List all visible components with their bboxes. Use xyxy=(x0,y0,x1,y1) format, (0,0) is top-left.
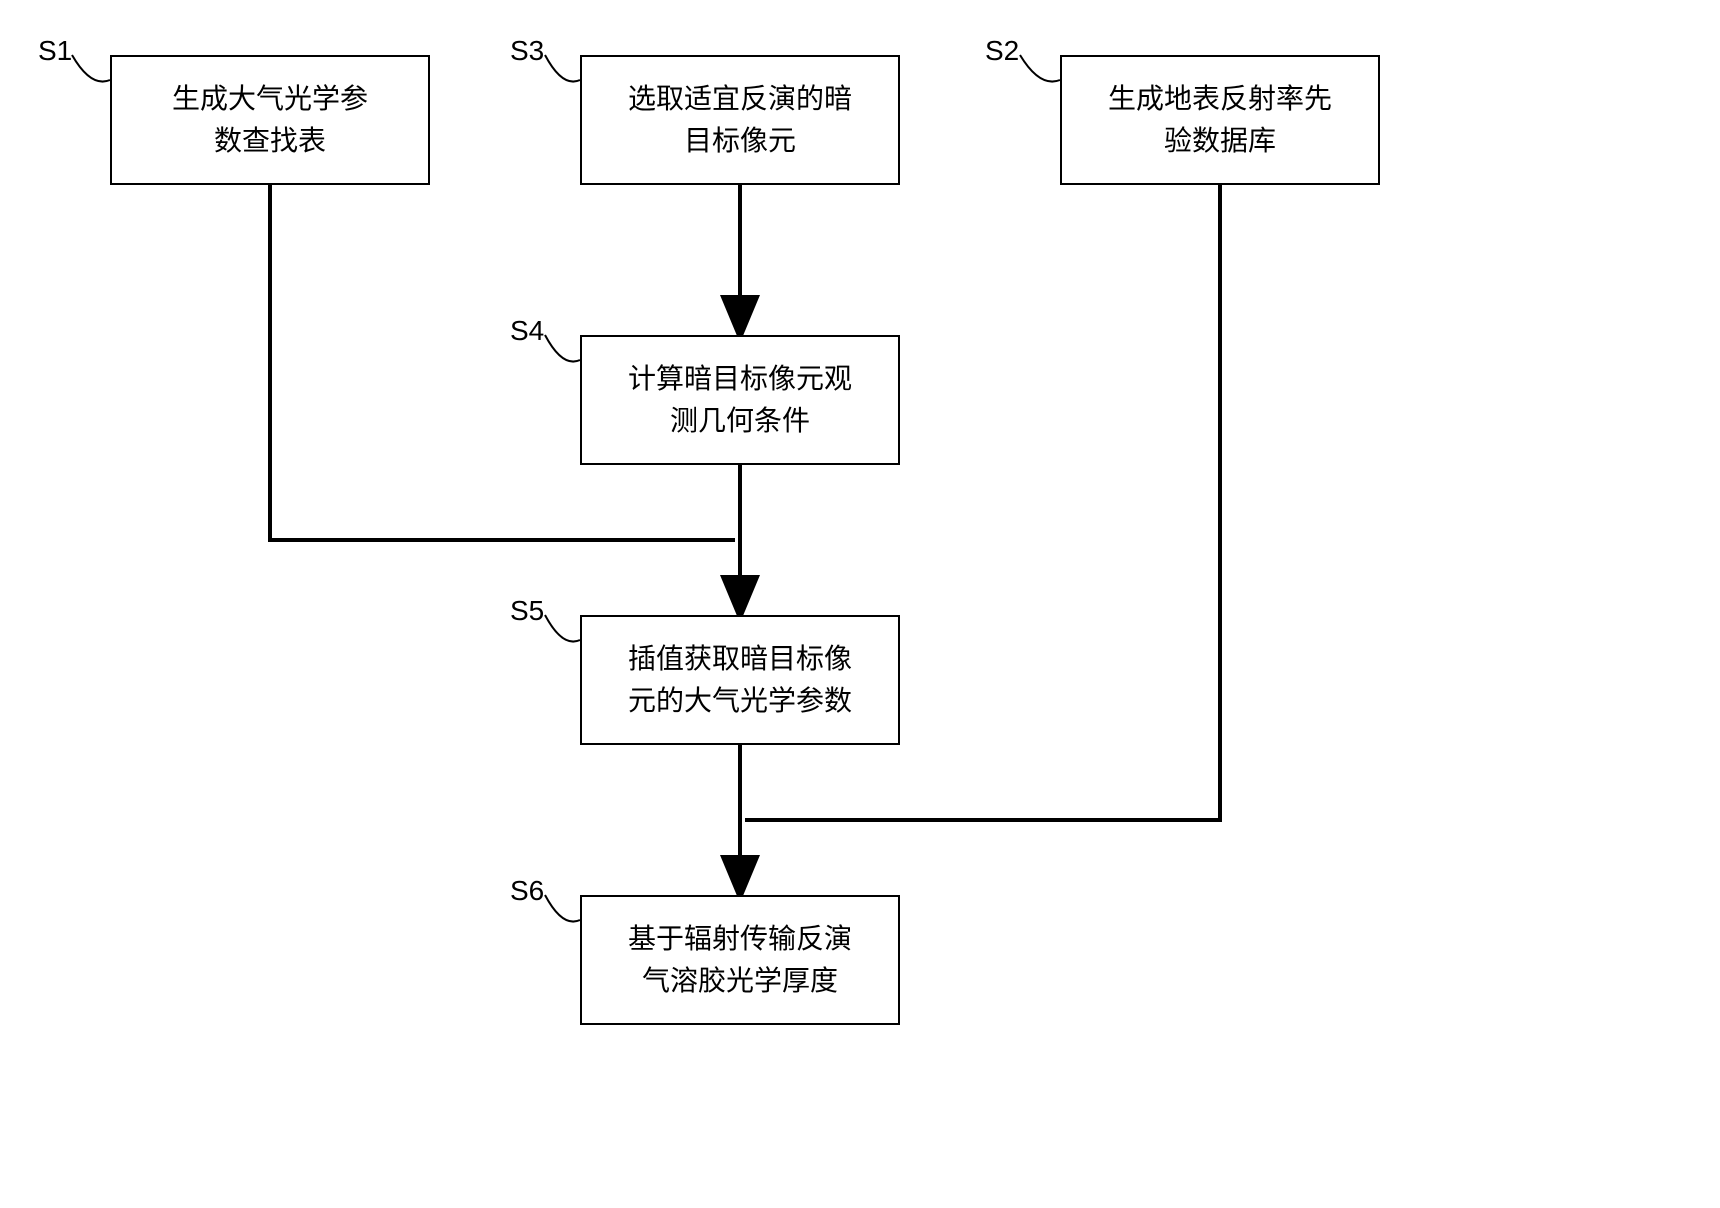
leader-line-1 xyxy=(545,55,580,82)
flow-node-s1: 生成大气光学参数查找表 xyxy=(110,55,430,185)
leader-line-5 xyxy=(545,895,580,922)
leader-line-0 xyxy=(72,55,110,82)
leader-line-3 xyxy=(545,335,580,362)
flow-node-text: 计算暗目标像元观测几何条件 xyxy=(628,358,852,442)
flow-node-s5: 插值获取暗目标像元的大气光学参数 xyxy=(580,615,900,745)
step-label-s6: S6 xyxy=(510,875,544,907)
step-label-s3: S3 xyxy=(510,35,544,67)
flow-node-s4: 计算暗目标像元观测几何条件 xyxy=(580,335,900,465)
step-label-s5: S5 xyxy=(510,595,544,627)
flow-node-text: 插值获取暗目标像元的大气光学参数 xyxy=(628,638,852,722)
flow-node-s3: 选取适宜反演的暗目标像元 xyxy=(580,55,900,185)
step-label-s4: S4 xyxy=(510,315,544,347)
flow-node-text: 生成地表反射率先验数据库 xyxy=(1108,78,1332,162)
leader-line-4 xyxy=(545,615,580,642)
flow-node-s2: 生成地表反射率先验数据库 xyxy=(1060,55,1380,185)
flow-node-s6: 基于辐射传输反演气溶胶光学厚度 xyxy=(580,895,900,1025)
flow-node-text: 生成大气光学参数查找表 xyxy=(172,78,368,162)
flow-node-text: 选取适宜反演的暗目标像元 xyxy=(628,78,852,162)
flowchart-diagram: 生成大气光学参数查找表 S1 选取适宜反演的暗目标像元 S3 生成地表反射率先验数据库 S… xyxy=(0,0,1720,1208)
step-label-s2: S2 xyxy=(985,35,1019,67)
step-label-s1: S1 xyxy=(38,35,72,67)
leader-line-2 xyxy=(1020,55,1060,82)
flow-node-text: 基于辐射传输反演气溶胶光学厚度 xyxy=(628,918,852,1002)
